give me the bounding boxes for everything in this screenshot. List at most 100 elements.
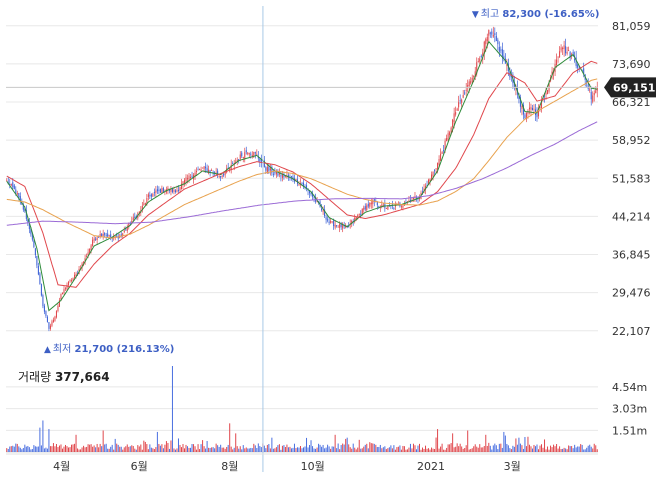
candle-body: [33, 240, 35, 248]
volume-bar: [25, 446, 27, 452]
volume-bar: [179, 444, 181, 452]
candle-body: [254, 152, 256, 154]
volume-bar: [351, 448, 353, 452]
volume-bar: [89, 444, 91, 452]
price-tick-label: 29,476: [612, 287, 651, 300]
volume-bar: [370, 443, 372, 452]
candle-body: [492, 35, 494, 37]
candle-body: [587, 84, 589, 89]
volume-bar: [194, 446, 196, 452]
candle-body: [531, 107, 534, 111]
volume-bar: [443, 449, 445, 452]
volume-bar: [544, 439, 546, 452]
candle-body: [461, 99, 463, 103]
candle-body: [74, 274, 76, 279]
candle-body: [9, 183, 11, 185]
candle-body: [373, 199, 375, 202]
volume-bar: [90, 444, 92, 452]
volume-bar: [328, 446, 330, 452]
candle-body: [25, 209, 27, 219]
candle-body: [95, 238, 97, 240]
candle-body: [92, 239, 94, 246]
volume-bar: [135, 449, 137, 452]
volume-bar: [399, 445, 401, 452]
current-price-tag[interactable]: 69,151: [604, 77, 656, 98]
volume-bar: [580, 444, 582, 452]
volume-bar: [349, 447, 351, 452]
candle-body: [596, 87, 598, 91]
volume-bar: [589, 444, 591, 452]
volume-bar: [414, 445, 416, 452]
candle-body: [426, 185, 428, 187]
candle-body: [342, 224, 344, 229]
volume-bar: [117, 444, 119, 452]
volume-bar: [15, 443, 17, 452]
volume-bar: [348, 444, 350, 452]
candle-body: [467, 85, 469, 88]
volume-bar: [449, 444, 451, 452]
candle-body: [77, 272, 79, 274]
volume-bar: [134, 448, 136, 452]
volume-bar: [522, 448, 524, 452]
candle-body: [34, 248, 36, 256]
volume-bar: [119, 446, 121, 452]
candle-body: [161, 188, 163, 193]
volume-bar: [336, 448, 338, 452]
candle-body: [168, 189, 170, 191]
price-tick-label: 58,952: [612, 134, 651, 147]
candle-body: [170, 188, 172, 192]
volume-bar: [432, 448, 434, 452]
volume-bar: [381, 448, 383, 452]
volume-bar: [402, 445, 404, 452]
candle-body: [57, 305, 59, 311]
candle-body: [196, 171, 198, 173]
volume-bar: [583, 449, 585, 452]
volume-bar: [250, 447, 252, 452]
volume-bar: [418, 443, 420, 452]
candle-body: [333, 220, 335, 227]
candle-body: [330, 221, 332, 223]
volume-bar: [587, 445, 589, 452]
volume-bar: [290, 448, 292, 452]
volume-bar: [565, 448, 567, 452]
volume-bar: [352, 443, 354, 452]
time-tick-label: 8월: [221, 460, 238, 473]
candle-body: [494, 33, 496, 36]
candle-body: [485, 39, 487, 45]
volume-bar: [355, 449, 357, 452]
candle-body: [200, 169, 202, 171]
volume-bar: [123, 447, 125, 452]
candle-body: [277, 173, 279, 176]
candle-body: [506, 64, 508, 66]
volume-bar: [218, 446, 220, 452]
candle-body: [322, 210, 324, 212]
volume-bar: [390, 445, 392, 452]
candle-body: [458, 102, 460, 108]
volume-bar: [455, 446, 457, 452]
candle-body: [10, 183, 12, 186]
candle-body: [247, 152, 249, 155]
candle-body: [310, 193, 312, 195]
candle-body: [560, 47, 562, 51]
volume-bar: [266, 444, 268, 452]
candle-body: [540, 99, 543, 109]
price-tick-label: 36,845: [612, 249, 651, 262]
candle-body: [557, 56, 559, 58]
candle-body: [393, 207, 395, 209]
candle-body: [331, 221, 333, 223]
candle-body: [93, 238, 95, 241]
volume-bar: [295, 448, 297, 452]
candle-body: [360, 213, 362, 215]
volume-bar: [452, 433, 454, 452]
candle-body: [453, 113, 455, 123]
candle-body: [528, 107, 530, 110]
candle-body: [256, 154, 258, 156]
candle-body: [131, 220, 133, 224]
candle-body: [55, 311, 57, 318]
candle-body: [524, 114, 526, 119]
volume-bar: [488, 442, 490, 452]
candle-body: [269, 168, 271, 171]
candle-body: [363, 207, 365, 210]
candle-body: [12, 182, 14, 188]
